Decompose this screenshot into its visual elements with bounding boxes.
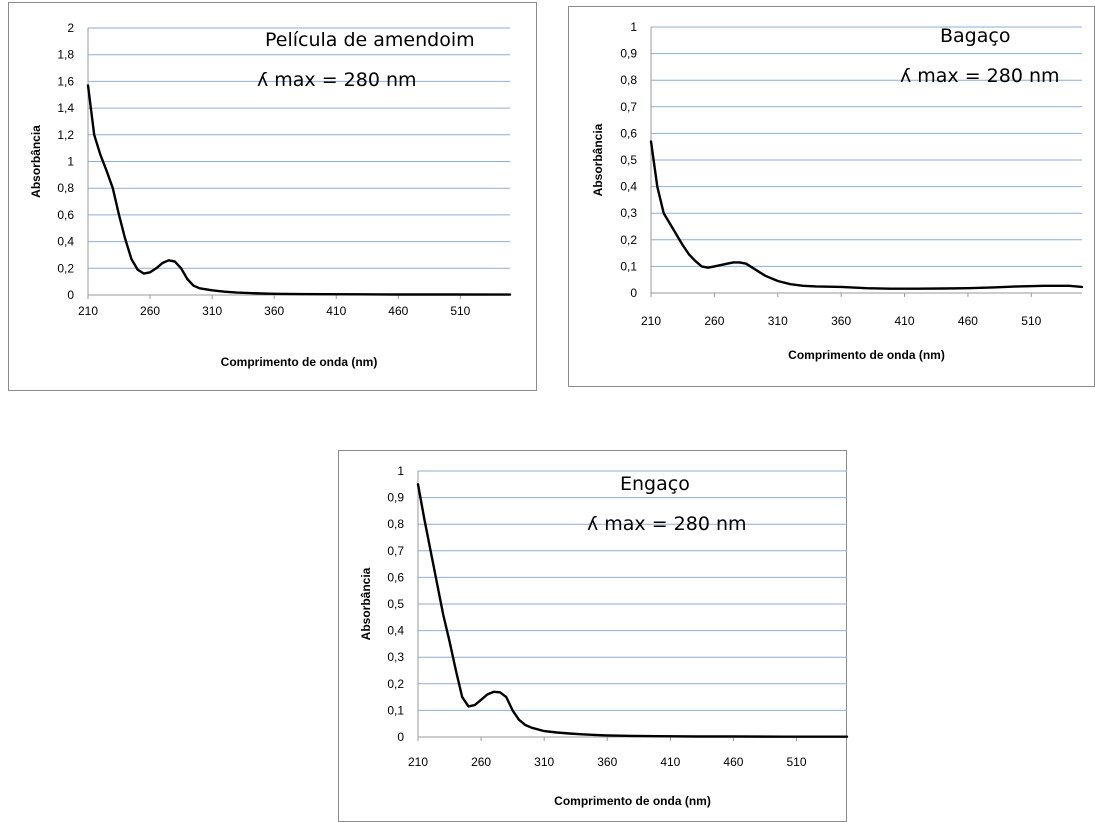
y-tick-label: 0,4: [620, 180, 637, 194]
x-tick-label: 510: [787, 755, 807, 769]
series-line: [86, 84, 512, 296]
y-tick-label: 0,2: [57, 261, 74, 275]
series-line: [649, 140, 1084, 290]
y-tick-label: 0,3: [387, 650, 404, 664]
y-tick-label: 0,9: [620, 47, 637, 61]
y-axis-title: Absorbância: [359, 567, 373, 640]
y-tick-label: 2: [67, 21, 74, 35]
x-tick-label: 360: [264, 304, 284, 318]
lambda-max-label: ʎ max = 280 nm: [587, 513, 747, 535]
y-tick-label: 0,3: [620, 206, 637, 220]
x-tick-label: 510: [450, 304, 470, 318]
sample-name-label: Película de amendoim: [265, 29, 475, 51]
y-tick-label: 0,5: [620, 153, 637, 167]
y-tick-label: 0,4: [57, 235, 74, 249]
x-tick-label: 410: [895, 314, 915, 328]
sample-name-label: Bagaço: [940, 25, 1010, 47]
y-axis-title: Absorbância: [591, 123, 605, 196]
y-tick-label: 0,6: [620, 126, 637, 140]
sample-name-label: Engaço: [620, 473, 690, 495]
lambda-max-label: ʎ max = 280 nm: [257, 69, 417, 91]
y-tick-label: 0,2: [387, 677, 404, 691]
chart-pelicula: 0 0,2 0,4 0,6 0,8 1 1,2 1,4 1,6 1,8 2 210 260 310 360 4…: [29, 21, 512, 369]
y-tick-label: 0,8: [387, 517, 404, 531]
y-tick-label: 0,8: [620, 73, 637, 87]
y-tick-label: 0,7: [387, 544, 404, 558]
y-tick-label: 0,9: [387, 491, 404, 505]
chart-engaco: 0 0,1 0,2 0,3 0,4 0,5 0,6 0,7 0,8 0,9 1 210 260 310 36…: [359, 464, 849, 808]
chart-frame-pelicula: [8, 2, 537, 391]
x-axis-title: Comprimento de onda (nm): [554, 794, 711, 808]
y-tick-label: 1,4: [57, 101, 74, 115]
x-tick-label: 210: [78, 304, 98, 318]
y-tick-label: 0: [67, 288, 74, 302]
x-tick-label: 460: [958, 314, 978, 328]
y-tick-label: 0,2: [620, 233, 637, 247]
chart-bagaco: 0 0,1 0,2 0,3 0,4 0,5 0,6 0,7 0,8 0,9 1 210 260 310 36…: [591, 20, 1084, 362]
series-line: [416, 483, 849, 738]
y-tick-label: 0,1: [387, 703, 404, 717]
x-tick-label: 410: [326, 304, 346, 318]
y-tick-label: 0,7: [620, 100, 637, 114]
x-axis-title: Comprimento de onda (nm): [221, 355, 378, 369]
y-tick-label: 0,1: [620, 259, 637, 273]
x-tick-label: 260: [140, 304, 160, 318]
y-tick-label: 1: [397, 464, 404, 478]
y-tick-label: 1,2: [57, 128, 74, 142]
x-tick-label: 360: [831, 314, 851, 328]
x-tick-label: 460: [388, 304, 408, 318]
x-tick-label: 410: [660, 755, 680, 769]
y-tick-label: 0,6: [57, 208, 74, 222]
y-tick-label: 0,6: [387, 570, 404, 584]
y-tick-label: 0,8: [57, 181, 74, 195]
y-tick-label: 1,8: [57, 48, 74, 62]
x-tick-label: 510: [1021, 314, 1041, 328]
y-tick-label: 0: [397, 730, 404, 744]
lambda-max-label: ʎ max = 280 nm: [900, 65, 1060, 87]
x-tick-label: 360: [597, 755, 617, 769]
x-axis-title: Comprimento de onda (nm): [788, 348, 945, 362]
x-tick-label: 310: [534, 755, 554, 769]
y-tick-label: 0,5: [387, 597, 404, 611]
x-tick-label: 460: [723, 755, 743, 769]
chart-frame-bagaco: [568, 6, 1095, 387]
x-tick-label: 260: [704, 314, 724, 328]
y-tick-label: 0,4: [387, 624, 404, 638]
x-tick-label: 310: [202, 304, 222, 318]
x-tick-label: 210: [641, 314, 661, 328]
x-tick-label: 260: [471, 755, 491, 769]
y-tick-label: 0: [630, 286, 637, 300]
x-tick-label: 210: [408, 755, 428, 769]
y-tick-label: 1: [630, 20, 637, 34]
y-tick-label: 1: [67, 155, 74, 169]
y-axis-title: Absorbância: [29, 125, 43, 198]
x-tick-label: 310: [768, 314, 788, 328]
y-tick-label: 1,6: [57, 74, 74, 88]
